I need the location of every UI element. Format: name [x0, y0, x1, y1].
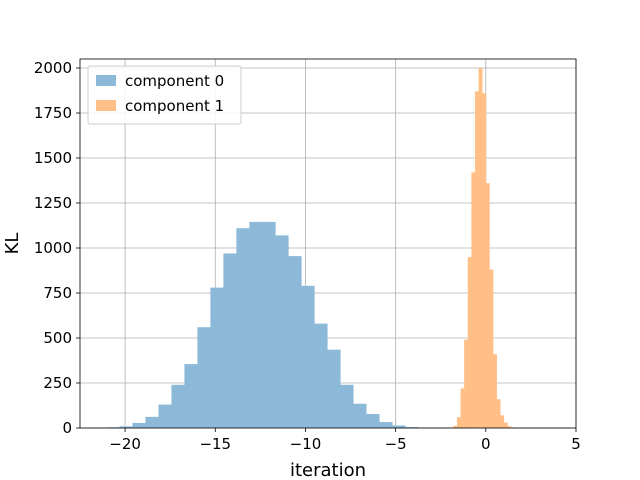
histogram-bars: [93, 68, 519, 429]
y-tick-label: 1000: [34, 239, 72, 257]
plot-frame: [79, 58, 577, 429]
histogram-bar-series-0: [145, 416, 159, 428]
histogram-bar-series-0: [340, 384, 354, 428]
legend-swatch: [96, 100, 116, 111]
x-axis-label: iteration: [290, 460, 366, 480]
x-tick-label: 0: [481, 435, 491, 453]
x-tick-label: −15: [199, 435, 231, 453]
histogram-bar-series-1: [464, 339, 469, 428]
legend-box: [87, 65, 242, 125]
histogram-bar-series-1: [474, 91, 479, 429]
histogram-bar-series-0: [353, 403, 367, 428]
histogram-bar-series-0: [184, 364, 198, 428]
histogram-bar-series-0: [132, 422, 146, 428]
histogram-bar-series-1: [485, 183, 490, 428]
histogram-bar-series-0: [223, 253, 237, 428]
histogram-bar-series-1: [471, 172, 476, 428]
legend-label: component 0: [125, 72, 224, 90]
histogram-bar-series-0: [262, 221, 276, 428]
histogram-bar-series-1: [482, 93, 487, 428]
histogram-bar-series-1: [503, 422, 508, 428]
histogram-bar-series-0: [119, 426, 133, 428]
histogram-bar-series-1: [496, 399, 501, 428]
histogram-bar-series-1: [489, 269, 494, 428]
histogram-bar-series-1: [500, 415, 505, 428]
legend-swatch: [96, 75, 116, 86]
histogram-bar-series-1: [507, 426, 512, 428]
histogram-bar-series-0: [314, 323, 328, 428]
x-tick-label: −5: [385, 435, 407, 453]
histogram-bar-series-0: [301, 285, 315, 428]
y-tick-label: 2000: [34, 59, 72, 77]
histogram-bar-series-0: [379, 422, 393, 428]
y-tick-label: 1500: [34, 149, 72, 167]
histogram-bar-series-0: [236, 228, 250, 428]
y-tick-label: 750: [43, 284, 72, 302]
y-tick-label: 1750: [34, 104, 72, 122]
histogram-bar-series-1: [453, 425, 458, 428]
histogram-bar-series-0: [327, 349, 341, 428]
axis-ticks: −20 −15 −10 −5 0 5 0 250 500 750 1000 1250 1500 1750 2…: [34, 59, 581, 453]
y-tick-label: 1250: [34, 194, 72, 212]
histogram-bar-series-1: [467, 257, 472, 428]
histogram-bar-series-0: [405, 427, 419, 428]
histogram-bar-series-0: [158, 404, 172, 428]
histogram-bar-series-0: [288, 256, 302, 428]
histogram-bar-series-0: [366, 413, 380, 428]
x-tick-label: −10: [290, 435, 322, 453]
y-tick-label: 250: [43, 374, 72, 392]
histogram-bar-series-1: [460, 388, 465, 428]
legend: component 0 component 1: [87, 65, 242, 125]
histogram-bar-series-1: [493, 354, 497, 428]
histogram-bar-series-0: [171, 384, 185, 428]
histogram-bar-series-1: [456, 417, 461, 428]
y-tick-label: 500: [43, 329, 72, 347]
x-tick-label: −20: [109, 435, 141, 453]
x-tick-label: 5: [571, 435, 581, 453]
histogram-bar-series-0: [249, 221, 263, 428]
histogram-bar-series-0: [197, 327, 211, 428]
histogram-bar-series-0: [392, 425, 406, 428]
histogram-bar-series-1: [478, 68, 483, 428]
histogram-bar-series-0: [210, 287, 224, 428]
legend-label: component 1: [125, 97, 224, 115]
y-axis-label: KL: [2, 233, 23, 255]
histogram-bar-series-0: [275, 235, 289, 428]
y-tick-label: 0: [62, 419, 72, 437]
